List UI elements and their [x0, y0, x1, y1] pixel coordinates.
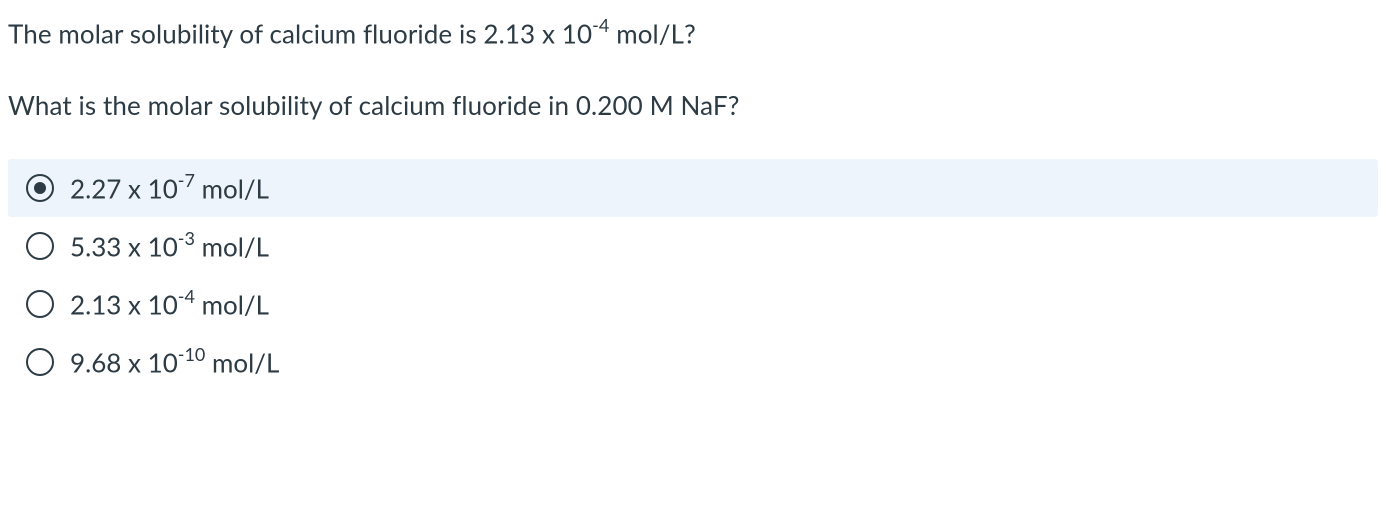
option-d-label: 9.68 x 10-10 mol/L	[70, 345, 279, 379]
option-b[interactable]: 5.33 x 10-3 mol/L	[8, 217, 1378, 275]
option-d[interactable]: 9.68 x 10-10 mol/L	[8, 333, 1378, 391]
options-group: 2.27 x 10-7 mol/L 5.33 x 10-3 mol/L 2.13…	[8, 159, 1378, 391]
radio-icon	[26, 232, 54, 260]
option-c[interactable]: 2.13 x 10-4 mol/L	[8, 275, 1378, 333]
radio-icon	[26, 348, 54, 376]
option-b-label: 5.33 x 10-3 mol/L	[70, 229, 269, 263]
opt-d-pre: 9.68 x 10	[70, 347, 178, 379]
opt-c-exp: -4	[178, 285, 195, 307]
option-c-label: 2.13 x 10-4 mol/L	[70, 287, 269, 321]
opt-b-pre: 5.33 x 10	[70, 231, 178, 263]
q1-exponent: -4	[592, 14, 609, 36]
opt-a-exp: -7	[178, 169, 195, 191]
opt-d-post: mol/L	[205, 347, 279, 379]
question-block: The molar solubility of calcium fluoride…	[0, 0, 1386, 391]
opt-a-post: mol/L	[195, 173, 269, 205]
opt-c-post: mol/L	[195, 289, 269, 321]
opt-c-pre: 2.13 x 10	[70, 289, 178, 321]
radio-icon	[26, 290, 54, 318]
opt-b-exp: -3	[178, 227, 195, 249]
radio-icon	[26, 174, 54, 202]
q1-text-pre: The molar solubility of calcium fluoride…	[8, 18, 592, 50]
opt-a-pre: 2.27 x 10	[70, 173, 178, 205]
option-a-label: 2.27 x 10-7 mol/L	[70, 171, 269, 205]
question-line-1: The molar solubility of calcium fluoride…	[8, 14, 1378, 53]
opt-d-exp: -10	[178, 343, 206, 365]
opt-b-post: mol/L	[195, 231, 269, 263]
q1-text-post: mol/L?	[609, 18, 695, 50]
radio-dot-icon	[34, 182, 46, 194]
question-line-2: What is the molar solubility of calcium …	[8, 87, 1378, 125]
option-a[interactable]: 2.27 x 10-7 mol/L	[8, 159, 1378, 217]
